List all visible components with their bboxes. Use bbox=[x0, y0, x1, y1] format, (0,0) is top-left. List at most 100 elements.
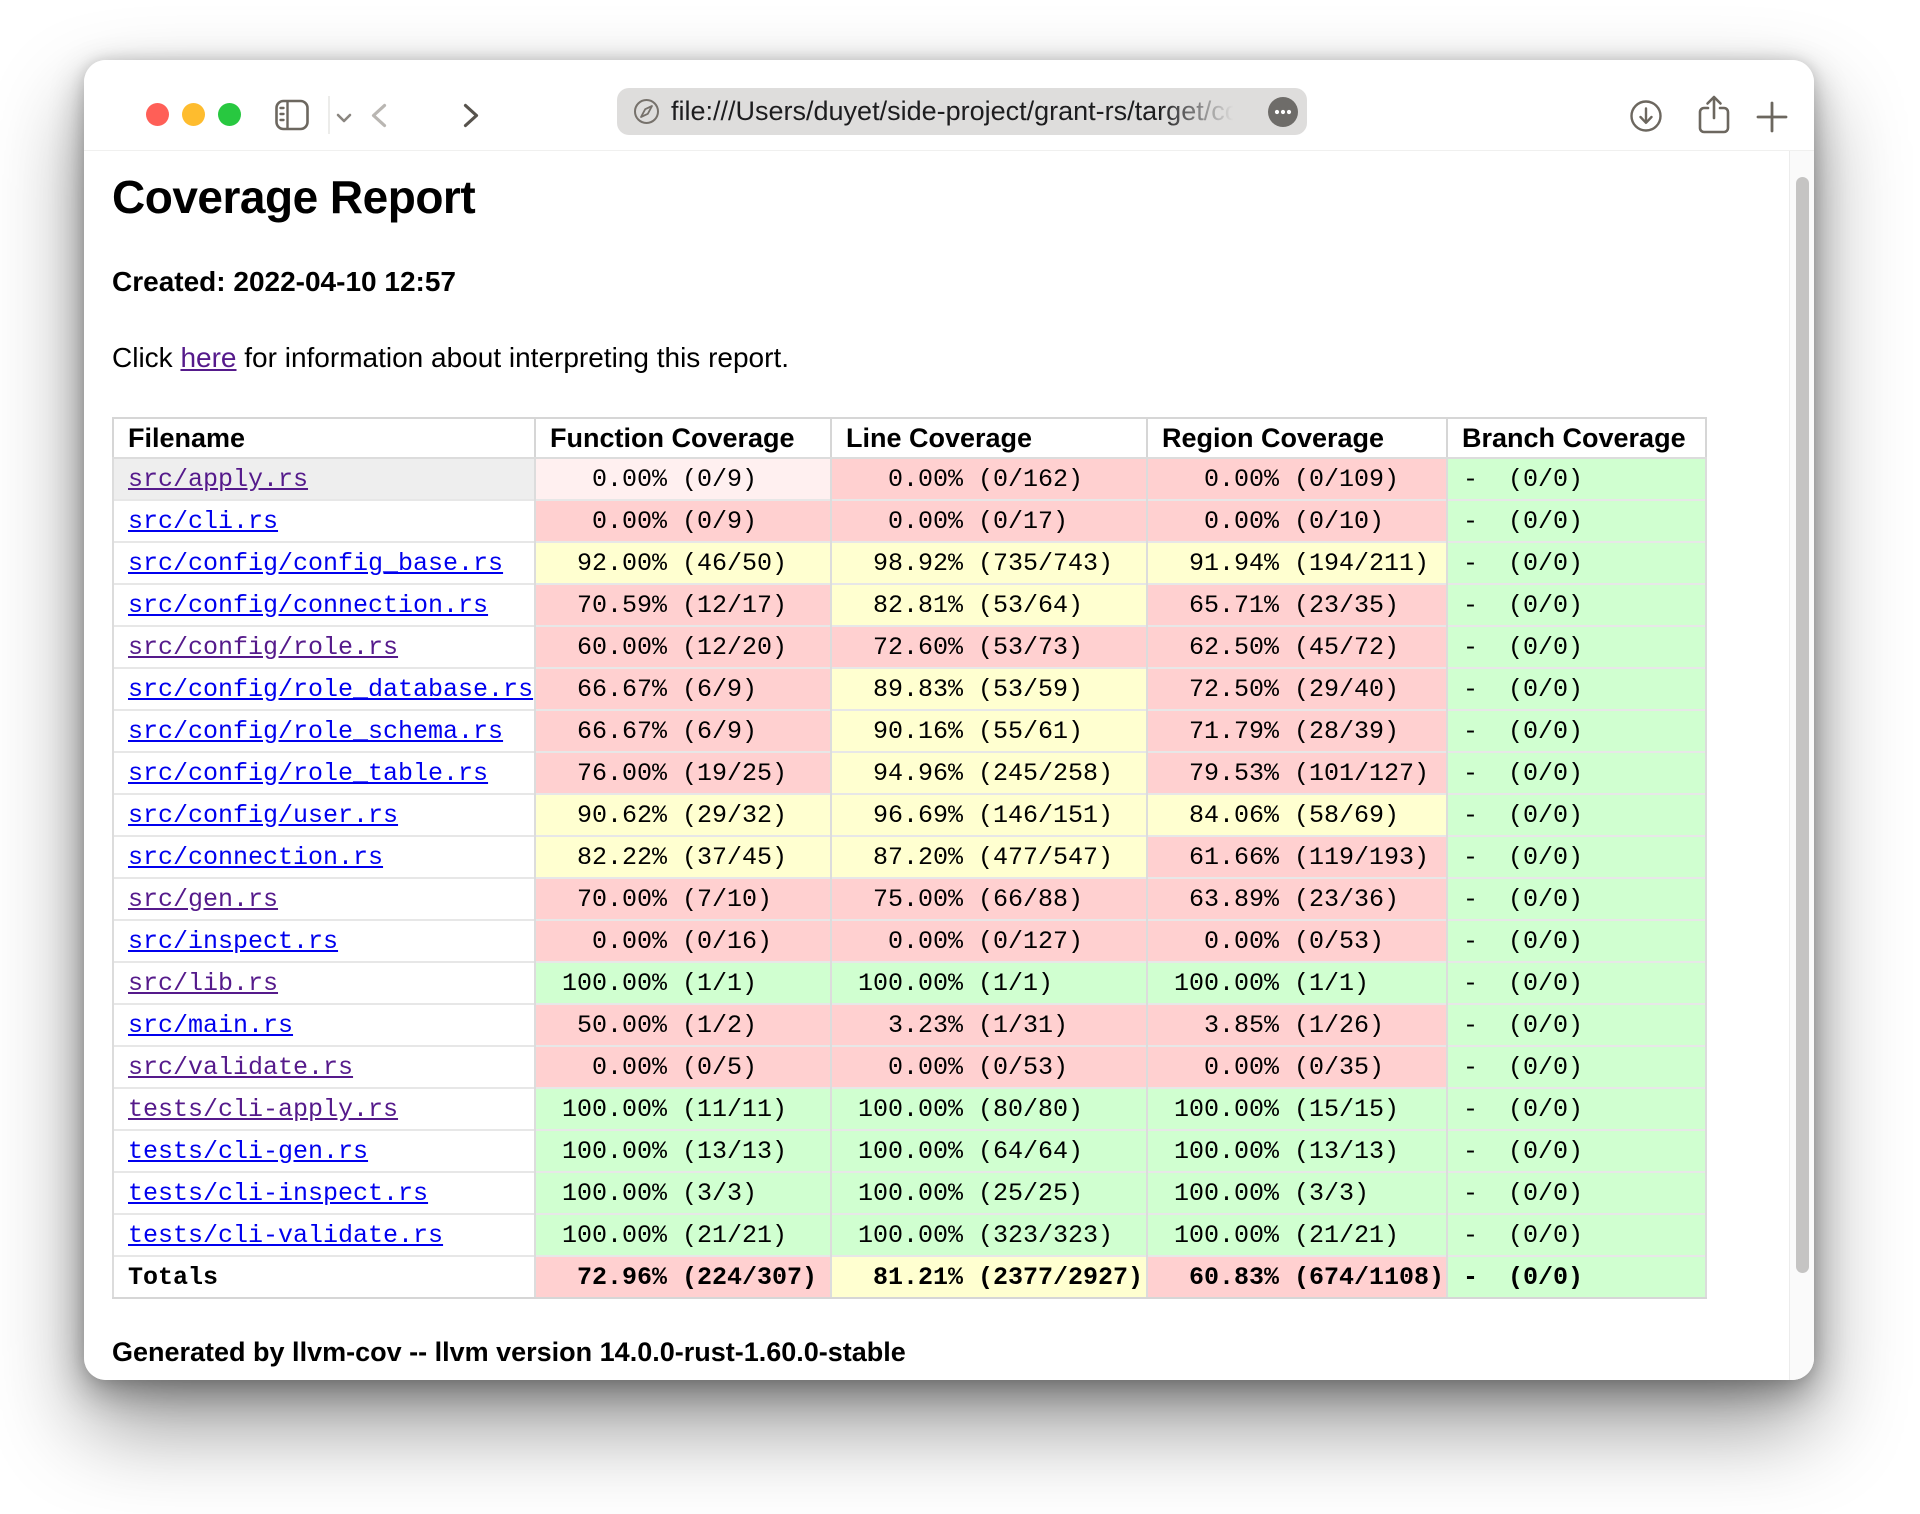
table-header-row: Filename Function Coverage Line Coverage Re… bbox=[112, 417, 1707, 459]
file-link[interactable]: src/config/user.rs bbox=[128, 800, 399, 830]
coverage-cell: 92.00% (46/50) bbox=[534, 541, 832, 584]
file-link[interactable]: src/config/role_schema.rs bbox=[128, 716, 504, 746]
filename-cell: src/lib.rs bbox=[112, 961, 536, 1004]
file-link[interactable]: src/config/connection.rs bbox=[128, 590, 489, 620]
file-link[interactable]: src/connection.rs bbox=[128, 842, 384, 872]
file-link[interactable]: src/config/role.rs bbox=[128, 632, 399, 662]
file-link[interactable]: src/main.rs bbox=[128, 1010, 294, 1040]
coverage-cell: - (0/0) bbox=[1446, 835, 1707, 878]
coverage-cell: 71.79% (28/39) bbox=[1146, 709, 1448, 752]
coverage-cell: 79.53% (101/127) bbox=[1146, 751, 1448, 794]
totals-coverage-cell: 72.96% (224/307) bbox=[534, 1255, 832, 1299]
table-row: src/config/config_base.rs 92.00% (46/50)… bbox=[112, 541, 1707, 584]
coverage-cell: - (0/0) bbox=[1446, 583, 1707, 626]
share-button[interactable] bbox=[1694, 94, 1734, 136]
coverage-cell: 100.00% (3/3) bbox=[534, 1171, 832, 1214]
file-link[interactable]: src/config/config_base.rs bbox=[128, 548, 504, 578]
forward-chevron-icon bbox=[461, 102, 481, 129]
file-link[interactable]: src/cli.rs bbox=[128, 506, 279, 536]
coverage-cell: 0.00% (0/9) bbox=[534, 457, 832, 500]
vertical-scrollbar[interactable] bbox=[1789, 151, 1814, 1380]
filename-cell: tests/cli-apply.rs bbox=[112, 1087, 536, 1130]
page-settings-button[interactable] bbox=[1268, 97, 1298, 127]
file-link[interactable]: tests/cli-inspect.rs bbox=[128, 1178, 429, 1208]
zoom-button[interactable] bbox=[218, 103, 241, 126]
back-button[interactable] bbox=[369, 102, 389, 129]
coverage-cell: 100.00% (1/1) bbox=[830, 961, 1148, 1004]
close-button[interactable] bbox=[146, 103, 169, 126]
filename-cell: src/inspect.rs bbox=[112, 919, 536, 962]
file-link[interactable]: src/lib.rs bbox=[128, 968, 279, 998]
filename-cell: src/config/role_database.rs bbox=[112, 667, 536, 710]
coverage-cell: 0.00% (0/53) bbox=[1146, 919, 1448, 962]
table-row: src/validate.rs 0.00% (0/5) 0.00% (0/53)… bbox=[112, 1045, 1707, 1088]
share-icon bbox=[1694, 94, 1734, 136]
coverage-cell: 100.00% (25/25) bbox=[830, 1171, 1148, 1214]
coverage-cell: - (0/0) bbox=[1446, 919, 1707, 962]
coverage-table: Filename Function Coverage Line Coverage Re… bbox=[112, 417, 1707, 1299]
coverage-cell: - (0/0) bbox=[1446, 667, 1707, 710]
table-row: src/lib.rs 100.00% (1/1) 100.00% (1/1) 100.… bbox=[112, 961, 1707, 1004]
coverage-cell: 50.00% (1/2) bbox=[534, 1003, 832, 1046]
file-link[interactable]: src/validate.rs bbox=[128, 1052, 354, 1082]
coverage-cell: 3.85% (1/26) bbox=[1146, 1003, 1448, 1046]
browser-toolbar: file:///Users/duyet/side-project/grant-r… bbox=[84, 60, 1814, 151]
sidebar-toggle-button[interactable] bbox=[274, 98, 310, 132]
coverage-cell: 60.00% (12/20) bbox=[534, 625, 832, 668]
coverage-cell: - (0/0) bbox=[1446, 751, 1707, 794]
coverage-cell: 63.89% (23/36) bbox=[1146, 877, 1448, 920]
file-link[interactable]: src/config/role_table.rs bbox=[128, 758, 489, 788]
chevron-down-icon bbox=[335, 112, 353, 124]
filename-cell: src/config/config_base.rs bbox=[112, 541, 536, 584]
file-link[interactable]: src/inspect.rs bbox=[128, 926, 339, 956]
coverage-cell: 100.00% (64/64) bbox=[830, 1129, 1148, 1172]
coverage-cell: 82.81% (53/64) bbox=[830, 583, 1148, 626]
coverage-cell: - (0/0) bbox=[1446, 961, 1707, 1004]
coverage-cell: - (0/0) bbox=[1446, 793, 1707, 836]
table-row: src/inspect.rs 0.00% (0/16) 0.00% (0/127… bbox=[112, 919, 1707, 962]
coverage-cell: 100.00% (1/1) bbox=[1146, 961, 1448, 1004]
downloads-button[interactable] bbox=[1628, 98, 1664, 134]
coverage-cell: 82.22% (37/45) bbox=[534, 835, 832, 878]
file-link[interactable]: tests/cli-apply.rs bbox=[128, 1094, 399, 1124]
file-link[interactable]: tests/cli-validate.rs bbox=[128, 1220, 444, 1250]
coverage-cell: - (0/0) bbox=[1446, 1213, 1707, 1256]
table-row: src/config/user.rs 90.62% (29/32) 96.69%… bbox=[112, 793, 1707, 836]
coverage-cell: - (0/0) bbox=[1446, 1003, 1707, 1046]
coverage-cell: 0.00% (0/16) bbox=[534, 919, 832, 962]
table-row: src/connection.rs 82.22% (37/45) 87.20% … bbox=[112, 835, 1707, 878]
table-row: tests/cli-apply.rs 100.00% (11/11) 100.00%… bbox=[112, 1087, 1707, 1130]
coverage-cell: 87.20% (477/547) bbox=[830, 835, 1148, 878]
download-icon bbox=[1628, 98, 1664, 134]
back-chevron-icon bbox=[369, 102, 389, 129]
column-header: Function Coverage bbox=[534, 417, 832, 459]
table-row: src/config/role.rs 60.00% (12/20) 72.60%… bbox=[112, 625, 1707, 668]
totals-coverage-cell: 60.83% (674/1108) bbox=[1146, 1255, 1448, 1299]
table-row: src/config/role_database.rs 66.67% (6/9)… bbox=[112, 667, 1707, 710]
coverage-cell: 96.69% (146/151) bbox=[830, 793, 1148, 836]
file-link[interactable]: src/apply.rs bbox=[128, 464, 309, 494]
file-link[interactable]: tests/cli-gen.rs bbox=[128, 1136, 369, 1166]
minimize-button[interactable] bbox=[182, 103, 205, 126]
totals-coverage-cell: - (0/0) bbox=[1446, 1255, 1707, 1299]
file-link[interactable]: src/config/role_database.rs bbox=[128, 674, 534, 704]
sidebar-menu-button[interactable] bbox=[335, 112, 353, 124]
filename-cell: tests/cli-gen.rs bbox=[112, 1129, 536, 1172]
coverage-cell: 75.00% (66/88) bbox=[830, 877, 1148, 920]
table-row: src/cli.rs 0.00% (0/9) 0.00% (0/17) 0.00… bbox=[112, 499, 1707, 542]
address-bar[interactable]: file:///Users/duyet/side-project/grant-r… bbox=[617, 88, 1307, 135]
table-row: src/apply.rs 0.00% (0/9) 0.00% (0/162) 0… bbox=[112, 457, 1707, 500]
file-link[interactable]: src/gen.rs bbox=[128, 884, 279, 914]
coverage-cell: 100.00% (1/1) bbox=[534, 961, 832, 1004]
coverage-cell: 100.00% (80/80) bbox=[830, 1087, 1148, 1130]
new-tab-button[interactable] bbox=[1755, 100, 1789, 134]
scrollbar-thumb[interactable] bbox=[1796, 177, 1809, 1273]
forward-button[interactable] bbox=[461, 102, 481, 129]
info-here-link[interactable]: here bbox=[180, 342, 237, 373]
info-line: Click here for information about interpr… bbox=[112, 342, 1789, 374]
toolbar-separator bbox=[328, 96, 330, 134]
coverage-cell: 0.00% (0/109) bbox=[1146, 457, 1448, 500]
coverage-cell: - (0/0) bbox=[1446, 1045, 1707, 1088]
info-suffix: for information about interpreting this … bbox=[236, 342, 790, 373]
coverage-cell: - (0/0) bbox=[1446, 499, 1707, 542]
